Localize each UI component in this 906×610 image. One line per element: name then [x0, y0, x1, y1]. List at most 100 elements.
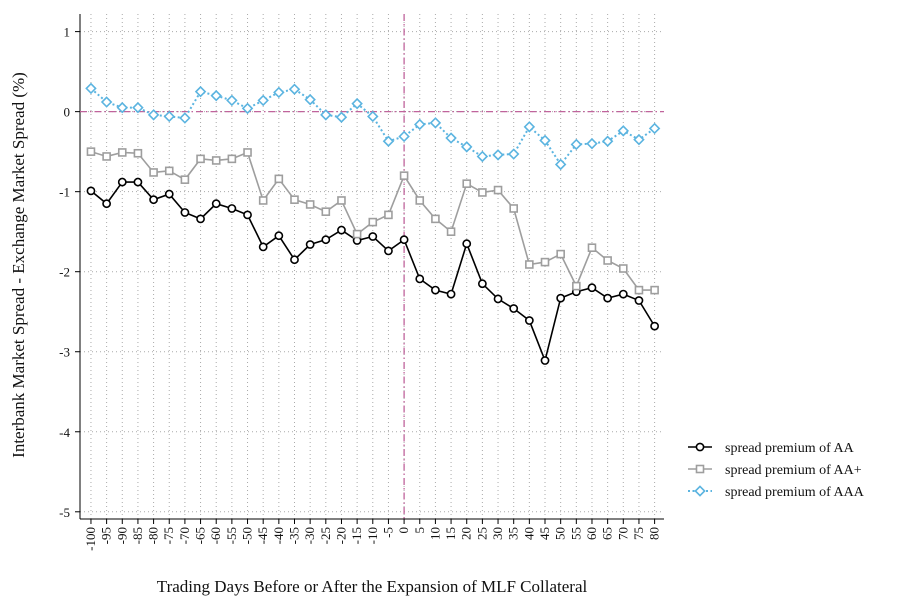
- marker: [431, 214, 440, 224]
- marker: [603, 293, 613, 303]
- x-tick-label: -60: [208, 527, 223, 544]
- y-tick-label: 1: [64, 25, 71, 40]
- y-tick-label: -2: [59, 265, 70, 280]
- x-tick-label: -75: [161, 527, 176, 544]
- marker: [243, 210, 252, 220]
- marker: [258, 196, 268, 205]
- marker: [305, 240, 315, 249]
- marker: [415, 274, 425, 284]
- marker: [321, 235, 331, 245]
- x-tick-label: 35: [506, 527, 521, 540]
- marker: [149, 168, 158, 177]
- marker: [273, 86, 285, 99]
- marker: [102, 199, 112, 209]
- marker: [525, 260, 534, 269]
- marker: [603, 256, 612, 265]
- marker: [210, 89, 222, 102]
- marker: [633, 133, 645, 146]
- marker: [634, 296, 644, 305]
- y-tick-label: -3: [59, 345, 70, 360]
- marker: [305, 200, 315, 209]
- marker: [164, 189, 174, 199]
- legend-marker: [694, 485, 706, 497]
- x-tick-label: 45: [537, 527, 552, 540]
- marker: [133, 177, 143, 187]
- marker: [290, 195, 299, 204]
- marker: [478, 188, 487, 197]
- marker: [477, 279, 487, 289]
- x-tick-label: -70: [177, 527, 192, 544]
- marker: [570, 138, 583, 151]
- marker: [587, 283, 597, 293]
- marker: [492, 149, 504, 161]
- marker: [460, 141, 473, 153]
- x-tick-label: -85: [130, 527, 145, 544]
- marker: [429, 117, 442, 129]
- marker: [258, 242, 268, 252]
- marker: [446, 289, 456, 299]
- marker: [351, 97, 363, 110]
- marker: [399, 171, 409, 180]
- marker: [493, 185, 503, 195]
- marker: [227, 204, 237, 213]
- marker: [523, 121, 536, 133]
- legend-marker: [695, 442, 705, 452]
- x-tick-label: -5: [380, 527, 395, 538]
- marker: [85, 82, 97, 95]
- marker: [335, 111, 348, 123]
- marker: [117, 148, 127, 157]
- y-tick-label: 0: [64, 105, 71, 120]
- x-tick-label: -65: [193, 527, 208, 544]
- x-tick-label: -25: [318, 527, 333, 544]
- marker: [368, 217, 378, 227]
- marker: [650, 321, 660, 331]
- marker: [601, 135, 614, 147]
- x-tick-label: -20: [333, 527, 348, 544]
- marker: [211, 199, 221, 209]
- marker: [399, 235, 409, 245]
- marker: [539, 134, 551, 147]
- marker: [634, 285, 644, 295]
- marker: [648, 122, 661, 135]
- x-tick-label: -90: [114, 527, 129, 544]
- marker: [274, 174, 284, 184]
- marker: [163, 110, 175, 123]
- x-tick-label: -45: [255, 527, 270, 544]
- marker: [586, 137, 598, 150]
- y-axis-label: Interbank Market Spread - Exchange Marke…: [9, 72, 28, 458]
- marker: [102, 152, 111, 161]
- x-tick-label: -95: [99, 527, 114, 544]
- y-tick-label: -1: [59, 185, 70, 200]
- x-tick-label: -50: [240, 527, 255, 544]
- marker: [368, 232, 378, 241]
- marker: [180, 208, 190, 217]
- legend-label: spread premium of AA+: [725, 463, 862, 478]
- x-tick-label: 10: [427, 527, 442, 540]
- x-tick-label: 0: [396, 527, 411, 534]
- marker: [304, 93, 316, 106]
- y-tick-label: -4: [59, 425, 70, 440]
- marker: [211, 156, 221, 165]
- marker: [337, 196, 346, 205]
- marker: [618, 289, 628, 299]
- marker: [321, 207, 331, 216]
- marker: [540, 356, 550, 365]
- marker: [414, 118, 426, 131]
- marker: [226, 94, 238, 107]
- marker: [320, 109, 332, 121]
- marker: [556, 293, 566, 303]
- marker: [556, 249, 565, 259]
- marker: [509, 204, 518, 213]
- marker: [194, 85, 207, 98]
- x-tick-label: 50: [553, 527, 568, 540]
- x-tick-label: 40: [521, 527, 536, 540]
- marker: [540, 257, 550, 267]
- marker: [367, 110, 379, 123]
- marker: [554, 158, 567, 171]
- x-tick-label: 80: [647, 527, 662, 540]
- marker: [507, 148, 520, 160]
- x-tick-label: 55: [568, 527, 583, 540]
- legend-label: spread premium of AAA: [725, 485, 865, 500]
- x-tick-label: -35: [286, 527, 301, 544]
